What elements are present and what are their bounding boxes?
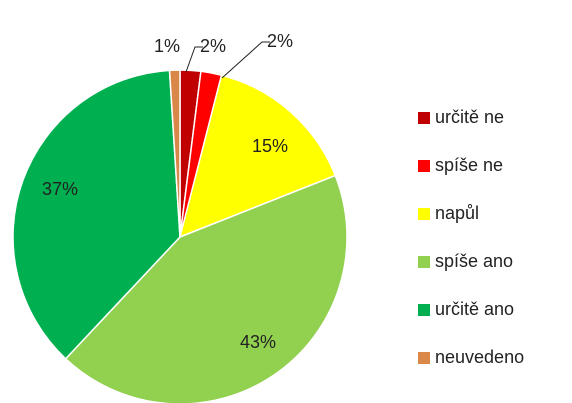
legend-label: neuvedeno <box>435 347 524 367</box>
data-label: 1% <box>154 36 180 56</box>
data-label: 43% <box>240 332 276 352</box>
pie-slice <box>12 69 181 360</box>
legend-swatch <box>418 112 430 124</box>
data-label: 2% <box>267 31 293 51</box>
legend-label: spíše ano <box>435 251 513 271</box>
data-label: 2% <box>200 36 226 56</box>
legend-swatch <box>418 352 430 364</box>
data-label: 37% <box>42 179 78 199</box>
legend-swatch <box>418 208 430 220</box>
leader-line <box>221 41 270 79</box>
pie-slice <box>178 74 337 239</box>
legend-label: určitě ne <box>435 107 504 127</box>
pie-slice <box>64 174 348 403</box>
legend-swatch <box>418 304 430 316</box>
legend-swatch <box>418 160 430 172</box>
data-label: 15% <box>252 136 288 156</box>
pie-slice <box>168 69 181 238</box>
legend-label: určitě ano <box>435 299 514 319</box>
leader-line <box>185 46 203 73</box>
legend-swatch <box>418 256 430 268</box>
legend-label: napůl <box>435 203 479 223</box>
legend-label: spíše ne <box>435 155 503 175</box>
